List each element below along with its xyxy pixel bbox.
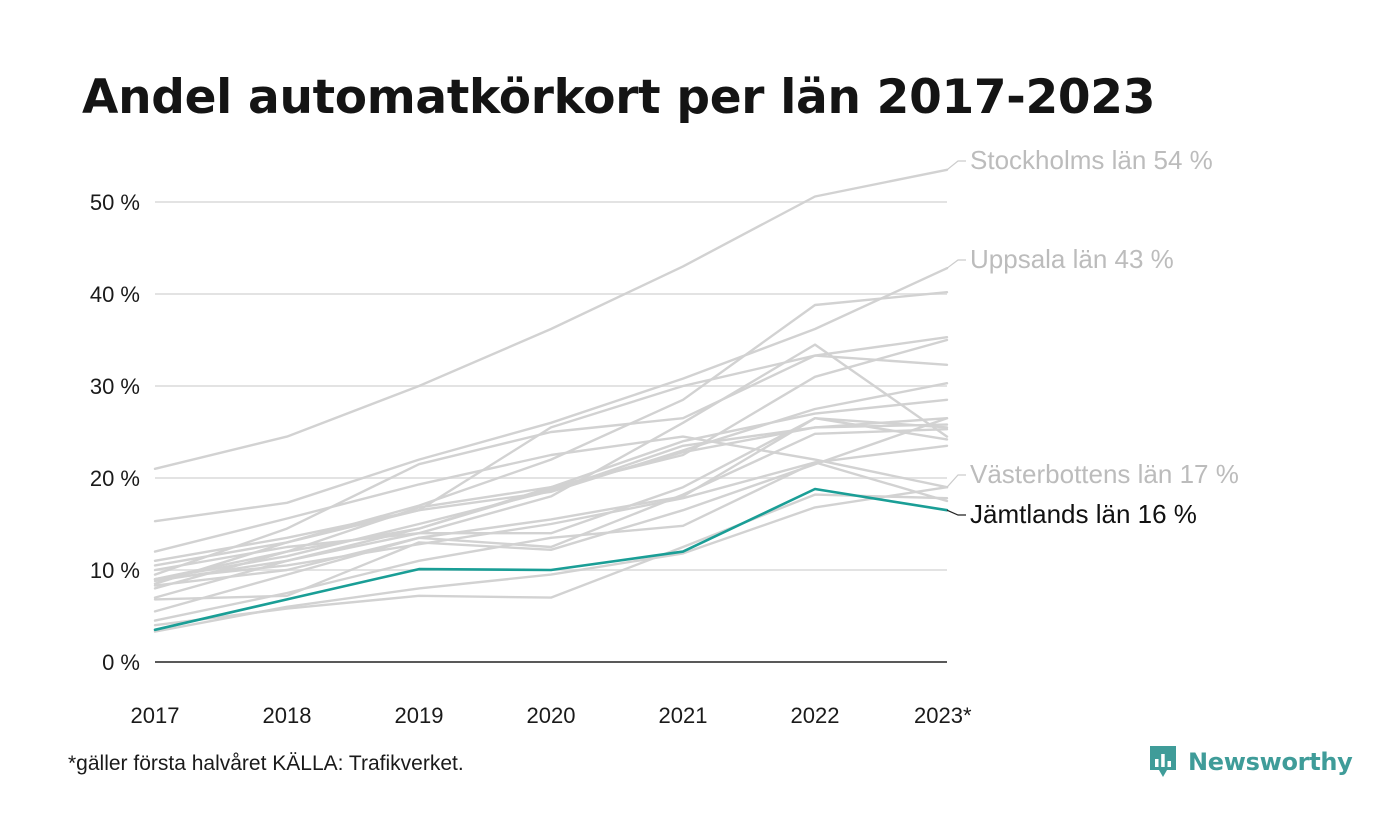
y-tick-label: 20 %	[90, 466, 140, 491]
x-tick-label: 2017	[131, 703, 180, 728]
y-tick-label: 40 %	[90, 282, 140, 307]
grid-layer	[155, 201, 947, 571]
x-tick-label: 2020	[527, 703, 576, 728]
label-leader-line	[946, 259, 966, 269]
label-layer: Stockholms län 54 % Uppsala län 43 % Väste…	[946, 145, 1239, 529]
series-line[interactable]	[153, 423, 949, 590]
y-tick-label: 30 %	[90, 374, 140, 399]
series-line[interactable]	[153, 417, 949, 601]
highlight-layer	[153, 487, 949, 632]
series-end-label: Uppsala län 43 %	[970, 244, 1174, 274]
x-tick-label: 2021	[659, 703, 708, 728]
x-tick-label: 2018	[263, 703, 312, 728]
x-tick-label: 2022	[791, 703, 840, 728]
label-leader-line	[946, 160, 966, 171]
series-line[interactable]	[153, 336, 949, 562]
series-line[interactable]	[153, 417, 949, 587]
series-end-label: Västerbottens län 17 %	[970, 459, 1239, 489]
bar-chart-logo-icon	[1150, 746, 1176, 777]
series-line-highlight[interactable]	[153, 487, 949, 632]
brand-name: Newsworthy	[1188, 748, 1353, 776]
series-line[interactable]	[153, 461, 949, 622]
series-line[interactable]	[153, 493, 949, 627]
axis-layer: 0 % 10 % 20 % 30 % 40 % 50 % 2017 2018 2019 2020 2…	[90, 190, 972, 728]
brand-logo[interactable]: Newsworthy	[1148, 744, 1353, 780]
x-tick-label: 2023*	[914, 703, 972, 728]
x-tick-label: 2019	[395, 703, 444, 728]
y-tick-label: 0 %	[102, 650, 140, 675]
y-tick-label: 50 %	[90, 190, 140, 215]
source-footnote: *gäller första halvåret KÄLLA: Trafikver…	[68, 752, 464, 775]
series-line[interactable]	[153, 343, 949, 572]
series-line[interactable]	[153, 168, 949, 470]
series-end-label: Jämtlands län 16 %	[970, 499, 1197, 529]
series-line[interactable]	[153, 267, 949, 523]
series-line[interactable]	[153, 428, 949, 613]
chart-title: Andel automatkörkort per län 2017-2023	[82, 70, 1156, 125]
label-leader-line	[946, 474, 966, 488]
series-end-label: Stockholms län 54 %	[970, 145, 1213, 175]
label-leader-line	[946, 509, 966, 516]
series-line[interactable]	[153, 435, 949, 553]
y-tick-label: 10 %	[90, 558, 140, 583]
series-line[interactable]	[153, 486, 949, 633]
series-layer	[153, 168, 949, 633]
series-line[interactable]	[153, 354, 949, 576]
